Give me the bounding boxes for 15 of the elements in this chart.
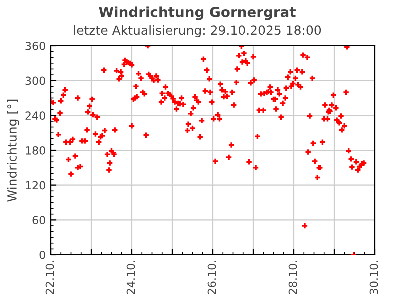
- x-tick-label: 30.10.: [370, 261, 378, 294]
- y-tick-label: 180: [26, 146, 46, 155]
- y-tick-label: 240: [26, 112, 46, 120]
- y-tick-label: 120: [26, 181, 46, 190]
- x-tick-label: 24.10.: [126, 261, 136, 294]
- y-tick-label: 60: [32, 216, 46, 225]
- chart-title: Windrichtung Gornergrat: [99, 6, 296, 20]
- x-tick-label: 26.10.: [208, 261, 216, 294]
- chart-subtitle: letzte Aktualisierung: 29.10.2025 18:00: [74, 25, 322, 38]
- y-tick-label: 0: [40, 250, 46, 260]
- y-tick-label: 360: [26, 42, 46, 50]
- y-tick-label: 300: [26, 76, 46, 86]
- y-axis-title: Windrichtung [°]: [7, 100, 20, 202]
- x-tick-label: 22.10.: [46, 261, 54, 294]
- x-tick-label: 28.10.: [288, 261, 298, 294]
